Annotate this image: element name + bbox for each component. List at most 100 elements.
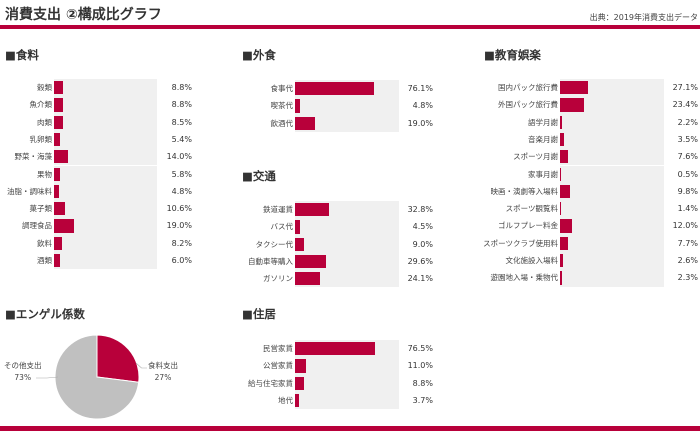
bar-row: 穀類 8.8% — [0, 79, 700, 97]
bar — [295, 376, 305, 390]
bar — [54, 150, 69, 164]
bar — [295, 116, 315, 130]
bar-track — [295, 391, 399, 410]
bar-row: 家事月謝 0.5% — [0, 165, 700, 183]
bar — [295, 99, 300, 113]
category-label: 鉄道運賃 — [263, 205, 293, 214]
bar-track — [560, 217, 664, 235]
heading-transport: ■交通 — [242, 169, 276, 183]
bar-row: 調理食品 19.0% — [0, 217, 700, 235]
bar-track — [560, 148, 664, 166]
pie-label-other-name: その他支出 — [4, 361, 42, 370]
leader-line — [135, 362, 147, 369]
bar-row: 地代 3.7% — [0, 391, 700, 410]
bar — [560, 98, 585, 112]
value-label: 19.0% — [407, 118, 433, 128]
bar — [54, 132, 60, 147]
pie-slice — [54, 334, 140, 420]
bar-row: スポーツ観覧料 1.4% — [0, 200, 700, 218]
category-label: 菓子類 — [29, 204, 53, 214]
bar-track — [295, 270, 399, 288]
bar — [54, 115, 63, 129]
bar-row: 飲料 8.2% — [0, 234, 700, 252]
category-label: 果物 — [37, 169, 52, 179]
bar-track — [560, 96, 664, 114]
value-label: 0.5% — [677, 169, 698, 179]
source-note: 出典：2019年消費支出データ — [589, 13, 698, 22]
bar-track — [295, 218, 399, 236]
bar — [560, 202, 562, 216]
heading-engel: ■エンゲル係数 — [5, 307, 85, 321]
bar-track — [295, 357, 399, 375]
value-label: 8.5% — [171, 117, 192, 127]
bar-row: スポーツ月謝 7.6% — [0, 148, 700, 166]
bar — [54, 254, 61, 268]
value-label: 5.4% — [171, 134, 192, 144]
category-label: 喫茶代 — [270, 101, 294, 111]
bar-row: 鉄道運賃 32.8% — [0, 201, 700, 219]
chart-engel-pie — [36, 334, 147, 420]
footer-divider — [0, 426, 700, 431]
category-label: 穀類 — [37, 83, 52, 92]
heading-education-leisure: ■教育娯楽 — [484, 48, 541, 62]
category-label: 酒類 — [37, 256, 52, 265]
bar-row: 喫茶代 4.8% — [0, 97, 700, 115]
category-label: 野菜・海藻 — [14, 152, 53, 162]
bar — [560, 271, 563, 285]
value-label: 5.8% — [171, 169, 192, 179]
bar-row: 肉類 8.5% — [0, 113, 700, 131]
category-label: 音楽月謝 — [528, 134, 558, 144]
bar-track — [54, 252, 157, 270]
category-label: 遊園地入場・乗物代 — [490, 273, 559, 283]
category-label: 肉類 — [37, 117, 52, 127]
bar — [295, 393, 299, 408]
leader-line — [36, 376, 59, 379]
value-label: 3.5% — [677, 134, 698, 144]
pie-label-food-value: 27% — [154, 373, 172, 382]
bar-row: 野菜・海藻 14.0% — [0, 148, 700, 166]
bar — [295, 237, 305, 251]
value-label: 8.8% — [412, 378, 433, 388]
value-label: 9.0% — [412, 239, 433, 249]
bar-row: 国内パック旅行費 27.1% — [0, 79, 700, 97]
category-label: 飲料 — [37, 238, 52, 248]
value-label: 32.8% — [407, 205, 433, 214]
bar — [560, 254, 563, 268]
value-label: 27.1% — [672, 83, 698, 92]
bar-track — [560, 252, 664, 270]
bar-track — [54, 113, 157, 131]
bar-track — [54, 182, 157, 201]
bar-row: スポーツクラブ使用料 7.7% — [0, 234, 700, 252]
pie-slice — [96, 334, 140, 383]
bar-track — [295, 97, 399, 115]
bar — [560, 150, 568, 164]
bar-row: 自動車等購入 29.6% — [0, 252, 700, 271]
bar-row: 映画・演劇等入場料 9.8% — [0, 182, 700, 201]
bar-row: バス代 4.5% — [0, 218, 700, 236]
category-label: 自動車等購入 — [248, 256, 293, 266]
category-label: 国内パック旅行費 — [498, 83, 558, 92]
bar-track — [295, 114, 399, 132]
header-divider — [0, 25, 700, 29]
pie-label-other: その他支出 73% — [4, 360, 42, 384]
value-label: 9.8% — [677, 186, 698, 196]
bar-row: タクシー代 9.0% — [0, 235, 700, 253]
bar-track — [54, 79, 157, 97]
bar-track — [54, 217, 157, 235]
bar-row: 酒類 6.0% — [0, 252, 700, 270]
category-label: スポーツクラブ使用料 — [483, 238, 558, 248]
bar-row: 文化施設入場料 2.6% — [0, 252, 700, 270]
pie-label-food-name: 食料支出 — [148, 361, 178, 370]
value-label: 8.2% — [171, 238, 192, 248]
bar — [54, 236, 63, 250]
bar — [295, 220, 300, 234]
category-label: 映画・演劇等入場料 — [490, 186, 559, 196]
value-label: 14.0% — [166, 152, 192, 162]
category-label: タクシー代 — [255, 239, 294, 249]
category-label: 文化施設入場料 — [505, 256, 559, 265]
bar — [560, 115, 563, 129]
value-label: 2.6% — [677, 256, 698, 265]
bar-row: 公営家賃 11.0% — [0, 357, 700, 375]
bar-track — [295, 374, 399, 392]
category-label: 油脂・調味料 — [7, 186, 52, 196]
